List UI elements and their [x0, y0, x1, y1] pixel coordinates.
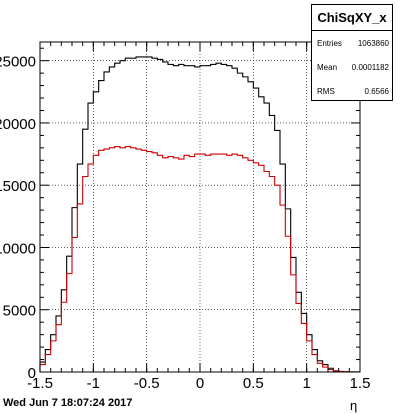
timestamp-label: Wed Jun 7 18:07:24 2017 [3, 397, 133, 409]
y-tick-label: 10000 [0, 240, 36, 257]
y-tick-label: 15000 [0, 178, 36, 195]
stats-box: ChiSqXY_x Entries 1063860 Mean 0.0001182… [311, 4, 393, 101]
y-tick-label: 20000 [0, 116, 36, 133]
x-tick-label: 0 [196, 375, 204, 392]
stats-value: 0.6566 [364, 87, 389, 96]
y-tick-label: 5000 [3, 303, 36, 320]
stats-key: RMS [317, 87, 335, 96]
stats-value: 0.0001182 [351, 63, 389, 72]
x-tick-label: -1 [87, 375, 100, 392]
stats-title: ChiSqXY_x [312, 5, 392, 31]
x-tick-label: -1.5 [27, 375, 53, 392]
histogram-series-1 [39, 146, 360, 373]
y-tick-label: 25000 [0, 54, 36, 71]
stats-key: Mean [317, 63, 338, 72]
y-tick-label: 0 [28, 365, 36, 382]
stats-value: 1063860 [357, 39, 389, 48]
stats-key: Entries [317, 39, 342, 48]
x-tick-label: -0.5 [134, 375, 160, 392]
x-tick-label: 0.5 [243, 375, 264, 392]
x-axis-label: η [350, 398, 358, 413]
x-tick-label: 1.5 [350, 375, 371, 392]
x-tick-label: 1 [302, 375, 310, 392]
tick-labels: -1.5 -1 -0.5 0 0.5 1 1.5 5000 10000 15000 20000 250… [0, 54, 370, 392]
series-layer [39, 56, 360, 373]
